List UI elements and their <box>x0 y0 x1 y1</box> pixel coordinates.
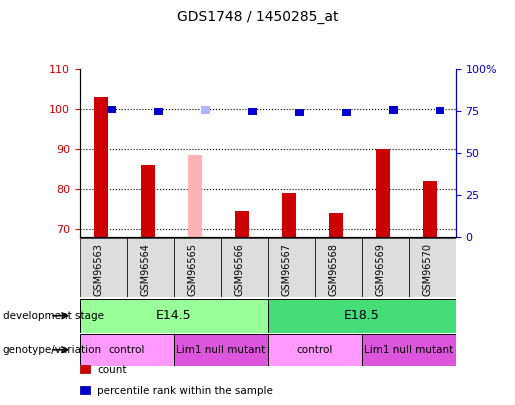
FancyBboxPatch shape <box>127 238 174 297</box>
Text: GSM96570: GSM96570 <box>422 243 432 296</box>
FancyBboxPatch shape <box>362 238 409 297</box>
Text: E14.5: E14.5 <box>156 309 192 322</box>
Bar <box>142 165 154 237</box>
FancyBboxPatch shape <box>268 238 315 297</box>
Bar <box>436 107 444 115</box>
Text: genotype/variation: genotype/variation <box>3 345 101 355</box>
FancyBboxPatch shape <box>174 238 221 297</box>
FancyBboxPatch shape <box>80 386 91 395</box>
FancyBboxPatch shape <box>315 238 362 297</box>
Bar <box>154 108 163 115</box>
Bar <box>376 149 389 237</box>
FancyBboxPatch shape <box>80 299 268 333</box>
Text: GSM96565: GSM96565 <box>187 243 197 296</box>
Bar <box>389 107 398 114</box>
Text: GSM96563: GSM96563 <box>93 243 104 296</box>
Bar <box>107 106 115 113</box>
FancyBboxPatch shape <box>409 238 456 297</box>
Text: GSM96566: GSM96566 <box>234 243 244 296</box>
Text: control: control <box>109 345 145 355</box>
Bar <box>423 181 437 237</box>
Bar <box>248 108 256 115</box>
Text: percentile rank within the sample: percentile rank within the sample <box>97 386 273 396</box>
FancyBboxPatch shape <box>174 334 268 366</box>
Text: Lim1 null mutant: Lim1 null mutant <box>364 345 453 355</box>
Text: count: count <box>97 365 127 375</box>
Text: GSM96564: GSM96564 <box>140 243 150 296</box>
Text: GSM96569: GSM96569 <box>375 243 385 296</box>
FancyBboxPatch shape <box>80 238 127 297</box>
Bar <box>295 109 303 116</box>
Bar <box>201 107 210 114</box>
FancyBboxPatch shape <box>268 334 362 366</box>
Bar <box>330 213 342 237</box>
Text: GSM96567: GSM96567 <box>281 243 291 296</box>
Text: Lim1 null mutant: Lim1 null mutant <box>176 345 265 355</box>
FancyBboxPatch shape <box>268 299 456 333</box>
FancyBboxPatch shape <box>221 238 268 297</box>
Bar <box>188 155 201 237</box>
Text: control: control <box>297 345 333 355</box>
FancyBboxPatch shape <box>80 365 91 374</box>
FancyBboxPatch shape <box>362 334 456 366</box>
Bar <box>94 97 108 237</box>
Bar <box>342 109 351 116</box>
FancyBboxPatch shape <box>80 334 174 366</box>
Bar <box>282 193 296 237</box>
Text: GSM96568: GSM96568 <box>328 243 338 296</box>
Text: E18.5: E18.5 <box>344 309 380 322</box>
Text: development stage: development stage <box>3 311 104 321</box>
Bar <box>235 211 249 237</box>
Text: GDS1748 / 1450285_at: GDS1748 / 1450285_at <box>177 10 338 24</box>
